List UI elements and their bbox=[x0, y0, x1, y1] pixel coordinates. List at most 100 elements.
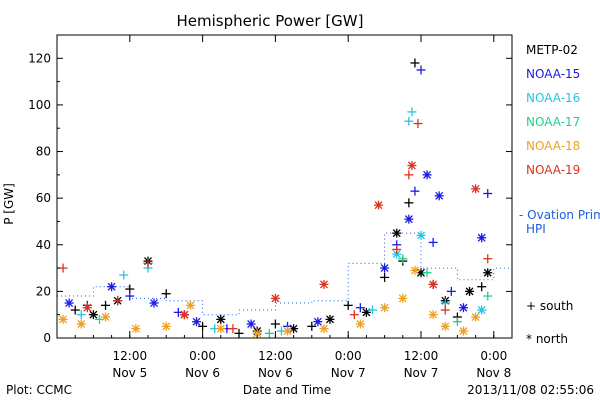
point-stroke bbox=[186, 301, 195, 310]
point-stroke bbox=[356, 320, 365, 328]
legend-hpi-line2: HPI bbox=[526, 222, 546, 236]
data-point bbox=[313, 317, 323, 327]
y-tick-label: 20 bbox=[36, 284, 51, 298]
data-point bbox=[483, 268, 493, 278]
data-point bbox=[343, 300, 353, 310]
point-stroke bbox=[380, 264, 389, 273]
x-tick-date-label: Nov 6 bbox=[258, 366, 293, 380]
data-point bbox=[76, 310, 86, 320]
data-point bbox=[374, 200, 384, 210]
point-stroke bbox=[459, 327, 468, 335]
data-point bbox=[119, 270, 129, 280]
point-stroke bbox=[441, 322, 450, 331]
point-stroke bbox=[392, 229, 401, 238]
point-stroke bbox=[89, 310, 98, 319]
data-point bbox=[446, 286, 456, 296]
point-stroke bbox=[417, 268, 425, 277]
point-stroke bbox=[380, 303, 389, 312]
data-point bbox=[434, 191, 444, 201]
legend: METP-02 NOAA-15 NOAA-16 NOAA-17 NOAA-18 NOAA-… bbox=[519, 43, 600, 346]
point-stroke bbox=[319, 324, 328, 333]
point-stroke bbox=[216, 315, 225, 324]
data-point bbox=[143, 258, 153, 268]
point-stroke bbox=[313, 317, 322, 326]
y-tick-label: 120 bbox=[28, 51, 51, 65]
data-point bbox=[58, 314, 68, 324]
data-point bbox=[76, 319, 86, 329]
point-stroke bbox=[374, 201, 383, 210]
x-tick-date-label: Nov 7 bbox=[404, 366, 439, 380]
data-point bbox=[471, 312, 481, 322]
point-stroke bbox=[326, 315, 334, 324]
point-stroke bbox=[216, 324, 225, 333]
data-point bbox=[483, 188, 493, 198]
y-tick-label: 100 bbox=[28, 98, 51, 112]
legend-entry: NOAA-19 bbox=[526, 163, 580, 177]
x-tick-date-label: Nov 5 bbox=[112, 366, 147, 380]
data-point bbox=[325, 314, 335, 324]
point-stroke bbox=[410, 266, 419, 275]
data-point bbox=[216, 314, 226, 324]
data-point bbox=[483, 254, 493, 264]
x-tick-time-label: 12:00 bbox=[404, 349, 439, 363]
data-point bbox=[161, 289, 171, 299]
legend-south: + south bbox=[526, 299, 573, 313]
data-point bbox=[404, 198, 414, 208]
data-point bbox=[410, 186, 420, 196]
data-point bbox=[458, 326, 468, 336]
chart-title: Hemispheric Power [GW] bbox=[177, 12, 364, 30]
plot-area bbox=[57, 58, 513, 338]
data-point bbox=[413, 119, 423, 129]
data-point bbox=[392, 228, 402, 238]
point-stroke bbox=[247, 320, 256, 328]
point-stroke bbox=[483, 268, 492, 277]
data-point bbox=[64, 298, 74, 308]
x-tick-date-label: Nov 7 bbox=[331, 366, 366, 380]
data-point bbox=[380, 303, 390, 313]
y-axis-label: P [GW] bbox=[2, 183, 16, 225]
point-stroke bbox=[471, 313, 480, 321]
point-stroke bbox=[83, 303, 92, 312]
data-point bbox=[477, 282, 487, 292]
data-point bbox=[416, 230, 426, 240]
y-tick-label: 40 bbox=[36, 238, 51, 252]
point-stroke bbox=[407, 161, 416, 170]
data-point bbox=[477, 305, 487, 315]
data-point bbox=[361, 307, 371, 317]
data-point bbox=[198, 321, 208, 331]
data-point bbox=[179, 310, 189, 320]
point-stroke bbox=[59, 315, 68, 324]
point-stroke bbox=[423, 170, 432, 179]
data-point bbox=[270, 319, 280, 329]
data-point bbox=[228, 324, 238, 334]
data-point bbox=[428, 279, 438, 289]
data-point bbox=[113, 296, 123, 306]
data-point bbox=[149, 298, 159, 308]
legend-entry: NOAA-18 bbox=[526, 139, 580, 153]
data-point bbox=[483, 291, 493, 301]
y-tick-label: 80 bbox=[36, 145, 51, 159]
data-point bbox=[101, 300, 111, 310]
data-point bbox=[458, 303, 468, 313]
data-point bbox=[216, 324, 226, 334]
data-point bbox=[428, 237, 438, 247]
data-point bbox=[58, 263, 68, 273]
data-point bbox=[471, 184, 481, 194]
data-point bbox=[101, 312, 111, 322]
data-point bbox=[82, 303, 92, 313]
data-point bbox=[477, 233, 487, 243]
point-stroke bbox=[65, 299, 74, 308]
data-point bbox=[107, 282, 117, 292]
data-point bbox=[131, 324, 141, 334]
point-stroke bbox=[398, 294, 407, 303]
data-point bbox=[355, 319, 365, 329]
x-tick-time-label: 12:00 bbox=[113, 349, 148, 363]
x-tick-date-label: Nov 6 bbox=[185, 366, 220, 380]
point-stroke bbox=[417, 231, 425, 240]
point-stroke bbox=[459, 303, 468, 312]
data-point bbox=[465, 286, 475, 296]
point-stroke bbox=[435, 191, 444, 200]
data-point bbox=[428, 310, 438, 320]
data-point bbox=[422, 170, 432, 180]
